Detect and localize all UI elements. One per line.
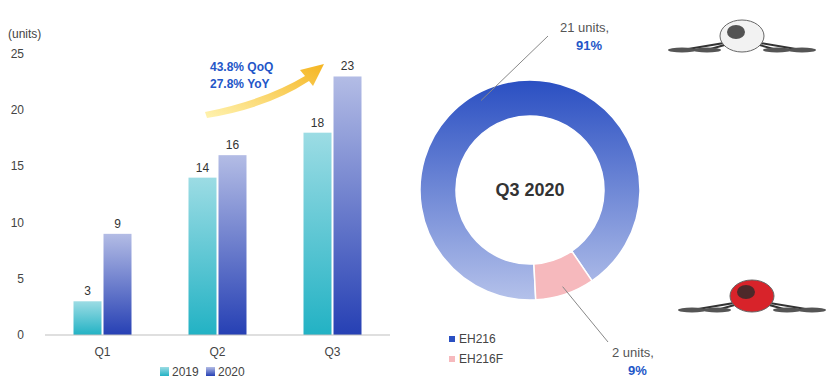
drone-rotor: [703, 308, 731, 313]
legend-label: 2020: [218, 365, 245, 379]
slice-percent-label: 91%: [576, 38, 602, 53]
y-tick: [41, 278, 44, 279]
x-tick-label: Q1: [94, 345, 110, 359]
drone-body: [730, 280, 774, 312]
legend-label: EH216F: [459, 352, 503, 366]
data-labels: 3 9 14 16 18 23: [84, 59, 354, 298]
data-label: 23: [341, 59, 355, 73]
drone-window: [727, 25, 745, 39]
y-tick: [41, 222, 44, 223]
y-tick-label: 5: [17, 272, 24, 286]
figure: (units) 0 5 10 15 20 25 3 9 14 16 18 23 Q1 Q2 Q3 2019 202…: [0, 0, 830, 383]
drone-rotor: [678, 308, 706, 313]
slice: [534, 251, 592, 300]
data-label: 3: [84, 284, 91, 298]
y-tick-label: 20: [11, 103, 25, 117]
drone-icon: [678, 280, 826, 313]
bar: [189, 178, 217, 335]
slice-value-label: 21 units,: [560, 20, 609, 35]
y-tick: [41, 110, 44, 111]
donut-chart: Q3 2020 21 units, 91% 2 units, 9% EH216 EH216F: [420, 20, 826, 378]
annotation: 27.8% YoY: [210, 77, 270, 91]
bar: [334, 76, 362, 335]
drone-window: [737, 285, 755, 299]
drone-rotor: [788, 48, 816, 53]
annotation: 43.8% QoQ: [210, 60, 273, 74]
drone-icon: [668, 20, 816, 53]
bar: [104, 234, 132, 335]
drone-rotor: [798, 308, 826, 313]
x-tick-label: Q3: [324, 345, 340, 359]
legend-swatch: [160, 367, 169, 376]
legend-label: EH216: [459, 332, 496, 346]
y-axis-label: (units): [8, 27, 41, 41]
bar: [219, 155, 247, 335]
drone-rotor: [693, 48, 721, 53]
y-tick-label: 10: [11, 216, 25, 230]
x-axis-line: [45, 335, 390, 336]
legend-label: 2019: [172, 365, 199, 379]
y-tick-label: 0: [17, 328, 24, 342]
slice-percent-label: 9%: [628, 363, 647, 378]
y-tick: [41, 166, 44, 167]
slice-value-label: 2 units,: [612, 345, 654, 360]
center-title: Q3 2020: [495, 180, 564, 200]
drone-rotor: [668, 48, 696, 53]
y-tick: [41, 335, 44, 336]
bar-chart: (units) 0 5 10 15 20 25 3 9 14 16 18 23 Q1 Q2 Q3 2019 202…: [8, 27, 390, 379]
data-label: 14: [196, 161, 210, 175]
legend-swatch: [206, 367, 215, 376]
leader-line: [481, 36, 548, 100]
slice: [420, 80, 640, 300]
bar: [304, 133, 332, 335]
x-tick-label: Q2: [209, 345, 225, 359]
y-tick-label: 15: [11, 159, 25, 173]
legend-swatch: [449, 356, 455, 362]
data-label: 9: [114, 217, 121, 231]
data-label: 16: [226, 138, 240, 152]
drone-body: [720, 20, 764, 52]
y-tick: [41, 54, 44, 55]
leader-line: [563, 287, 608, 342]
data-label: 18: [311, 116, 325, 130]
y-tick-label: 25: [11, 47, 25, 61]
bar: [74, 301, 102, 335]
legend-swatch: [449, 336, 455, 342]
